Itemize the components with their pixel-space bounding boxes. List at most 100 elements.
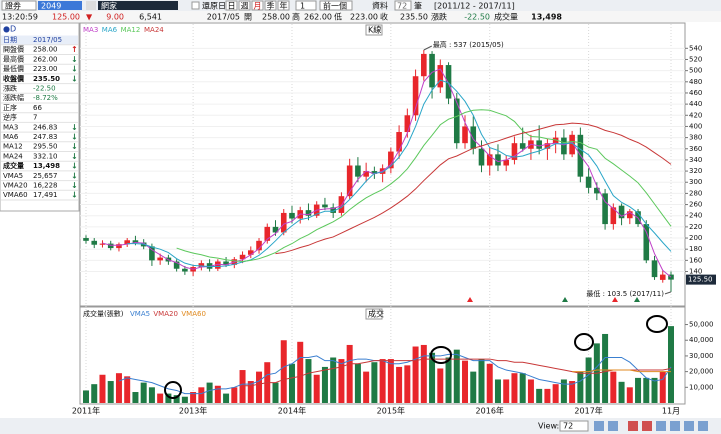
annotation-leader	[423, 45, 433, 51]
highlight-circle	[574, 333, 594, 351]
zoom-button[interactable]	[608, 421, 618, 431]
y-tick-label: 200	[689, 234, 702, 242]
ma-line	[127, 79, 672, 267]
candle-body	[215, 261, 221, 269]
volume-bar	[379, 359, 386, 403]
legend-entry: MA3	[83, 26, 98, 34]
period-button[interactable]	[264, 0, 277, 11]
candle-body	[412, 76, 419, 116]
candle-body	[453, 98, 460, 144]
tool-button[interactable]	[642, 421, 652, 431]
candle-body	[289, 212, 295, 219]
tool-button[interactable]	[656, 421, 666, 431]
info-arrow: ↑	[71, 45, 78, 54]
data-unit: 筆	[414, 1, 422, 11]
volume-bar	[280, 340, 287, 403]
info-label: 漲跌幅	[3, 93, 24, 102]
volume-bar	[256, 371, 263, 403]
tool-button[interactable]	[670, 421, 680, 431]
candle-body	[462, 126, 468, 144]
x-tick-label: 2014年	[278, 406, 306, 416]
volume-bar	[494, 379, 501, 403]
legend-entry: VMA5	[130, 310, 150, 318]
market: 證券	[5, 1, 21, 11]
info-arrow: ↓	[71, 74, 78, 83]
legend-entry: VMA60	[181, 310, 206, 318]
legend-entry: VMA20	[153, 310, 178, 318]
candle-body	[585, 176, 592, 188]
info-value: 17,491	[33, 191, 58, 199]
volume-bar	[668, 326, 674, 403]
period-label: 週	[241, 2, 249, 11]
candle-body	[659, 274, 666, 280]
zoom-button[interactable]	[594, 421, 604, 431]
prev-button[interactable]	[319, 0, 353, 11]
volume-bar	[190, 392, 197, 403]
y-tick-label: 40,000	[689, 336, 714, 344]
volume-bar	[585, 357, 592, 403]
volume-label: 成交量	[494, 12, 518, 22]
restore-checkbox[interactable]	[191, 1, 200, 10]
code-dropdown[interactable]	[86, 1, 96, 10]
candle-body	[421, 53, 427, 77]
info-arrow: ↓	[71, 142, 78, 151]
y-tick-label: 180	[689, 245, 702, 253]
info-value: 262.00	[33, 55, 58, 63]
candle-body	[305, 210, 312, 216]
candle-body	[346, 165, 353, 197]
y-tick-label: 30,000	[689, 352, 714, 360]
y-tick-label: 20,000	[689, 368, 714, 376]
volume-bar	[544, 388, 551, 403]
highlight-circle	[430, 346, 452, 364]
info-label: 漲跌	[3, 84, 17, 93]
data-label: 資料	[372, 1, 388, 11]
tool-button[interactable]	[698, 421, 708, 431]
period-button[interactable]	[238, 0, 251, 11]
candle-body	[470, 126, 477, 149]
y-tick-label: 340	[689, 156, 702, 164]
candle-body	[396, 132, 402, 152]
candle-body	[610, 207, 617, 225]
last-price-box	[686, 274, 716, 285]
candle-body	[363, 171, 369, 177]
candle-body	[124, 240, 130, 245]
quote-volume: 6,541	[139, 13, 162, 22]
volume-bar	[445, 357, 452, 403]
open-value: 258.00	[262, 13, 290, 22]
tool-button[interactable]	[684, 421, 694, 431]
data-count-box	[394, 0, 412, 11]
view-input[interactable]	[559, 420, 589, 432]
candle-body	[99, 243, 106, 245]
candle-body	[594, 187, 600, 194]
candle-body	[272, 226, 279, 233]
info-value: 295.50	[33, 143, 58, 151]
count-select[interactable]	[295, 0, 317, 11]
volume-bar	[503, 379, 510, 403]
volume-bar	[569, 381, 576, 403]
y-tick-label: 460	[689, 89, 702, 97]
candle-body	[503, 159, 510, 166]
y-tick-label: 500	[689, 67, 702, 75]
highlight-circle	[646, 315, 668, 333]
candle-body	[388, 151, 394, 169]
quote-time: 13:20:59	[2, 13, 38, 22]
tool-button[interactable]	[628, 421, 638, 431]
period-button[interactable]	[251, 0, 264, 11]
stock-name: 網家	[101, 1, 117, 11]
code-input[interactable]	[38, 1, 82, 10]
candle-body	[83, 238, 89, 241]
code: 2049	[41, 2, 61, 11]
y-tick-label: 480	[689, 78, 702, 86]
candle-body	[264, 226, 271, 241]
volume-bar	[626, 387, 633, 403]
volume-bar	[602, 333, 609, 403]
period-button[interactable]	[277, 0, 290, 11]
y-tick-label: 140	[689, 268, 702, 276]
period-button[interactable]	[225, 0, 238, 11]
candle-body	[173, 261, 180, 269]
info-arrow: ↓	[71, 152, 78, 161]
candle-body	[132, 240, 139, 243]
candle-body	[280, 212, 287, 233]
market-select[interactable]	[1, 0, 37, 11]
volume-bar	[511, 373, 518, 403]
